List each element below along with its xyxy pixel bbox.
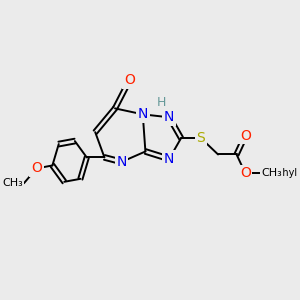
Text: O: O [31,161,42,176]
Text: O: O [124,73,135,87]
Text: N: N [138,107,148,121]
Text: H: H [157,96,166,109]
Text: CH₃: CH₃ [3,178,23,188]
Text: O: O [240,166,251,180]
Text: N: N [164,152,174,166]
Text: CH₃: CH₃ [261,168,282,178]
Text: O: O [240,129,251,143]
Text: S: S [196,131,205,145]
Text: N: N [116,155,127,169]
Text: N: N [164,110,174,124]
Text: methyl: methyl [263,168,297,178]
